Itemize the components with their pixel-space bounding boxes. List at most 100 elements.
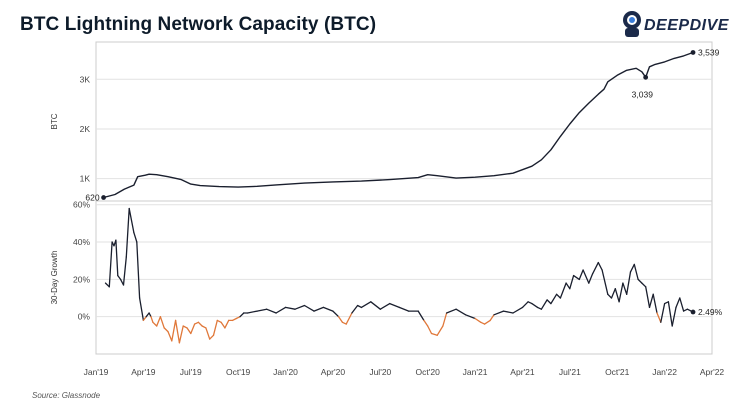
growth-segment-negative — [212, 319, 218, 336]
growth-segment-negative — [178, 325, 184, 344]
growth-segment-negative — [205, 327, 211, 340]
growth-segment — [322, 306, 334, 312]
growth-segment — [417, 310, 425, 322]
growth-segment-negative — [442, 312, 448, 327]
growth-segment-negative — [193, 321, 200, 325]
growth-segment-negative — [171, 319, 177, 342]
growth-segment — [671, 306, 677, 327]
y-tick-label: 20% — [73, 274, 90, 284]
growth-segment-negative — [341, 321, 347, 325]
growth-segment — [246, 310, 258, 314]
growth-segment-negative — [231, 317, 237, 322]
x-tick-label: Jul'20 — [369, 367, 391, 377]
growth-segment — [550, 293, 558, 305]
growth-segment-negative — [235, 316, 241, 320]
diver-helmet-glass — [629, 17, 635, 23]
annotation-marker — [101, 195, 106, 200]
growth-segment — [239, 312, 245, 318]
growth-segment — [572, 274, 580, 281]
growth-segment — [618, 282, 624, 303]
growth-segment-negative — [480, 321, 486, 325]
growth-segment — [256, 308, 268, 312]
x-tick-label: Jan'22 — [652, 367, 677, 377]
growth-segment-negative — [197, 321, 203, 327]
y-axis-label: BTC — [50, 113, 59, 129]
growth-segment — [601, 269, 609, 295]
growth-segment-negative — [201, 325, 207, 329]
growth-segment — [607, 293, 613, 299]
growth-segment — [145, 312, 150, 318]
growth-segment — [265, 308, 277, 314]
growth-segment — [637, 278, 643, 284]
growth-segment — [555, 293, 562, 299]
capacity-panel: 1K 2K 3K BTC 620 3,039 3,539 — [50, 41, 720, 203]
growth-segment — [540, 299, 548, 310]
growth-segment — [332, 310, 340, 318]
annotation-label: 2.49% — [698, 307, 723, 317]
growth-segment-negative — [167, 330, 173, 342]
diver-body-shape — [625, 28, 639, 37]
growth-segment — [578, 269, 584, 281]
annotation-label: 620 — [85, 193, 99, 203]
growth-segment — [675, 297, 681, 309]
growth-segment — [512, 306, 524, 314]
growth-segment — [546, 299, 552, 305]
growth-segment — [138, 297, 145, 322]
growth-segment — [626, 271, 632, 295]
growth-segment-negative — [220, 321, 226, 329]
growth-segment-negative — [163, 327, 169, 333]
growth-segment — [527, 301, 533, 305]
x-tick-label: Apr'22 — [700, 367, 725, 377]
x-tick-label: Jul'21 — [559, 367, 581, 377]
growth-segment — [294, 304, 306, 310]
growth-segment — [133, 232, 138, 243]
growth-segment — [148, 312, 152, 318]
growth-segment — [521, 301, 529, 309]
growth-segment-negative — [474, 317, 482, 323]
growth-segment — [464, 314, 476, 320]
y-tick-label: 3K — [80, 74, 91, 84]
annotation-marker — [690, 50, 696, 55]
y-tick-label: 0% — [78, 312, 91, 322]
annotation-marker — [690, 309, 696, 315]
growth-segment — [370, 301, 381, 310]
x-tick-label: Oct'21 — [605, 367, 630, 377]
growth-segment — [389, 302, 400, 309]
y-tick-label: 2K — [80, 124, 91, 134]
x-tick-label: Jul'19 — [180, 367, 202, 377]
growth-segment-negative — [430, 332, 438, 336]
growth-segment — [660, 302, 666, 323]
growth-segment — [591, 261, 599, 275]
growth-segment — [125, 207, 130, 258]
growth-segment-negative — [150, 316, 154, 323]
x-tick-label: Apr'19 — [131, 367, 156, 377]
growth-segment — [633, 263, 639, 281]
growth-segment — [128, 207, 135, 234]
growth-segment — [108, 241, 113, 288]
y-tick-label: 40% — [73, 237, 90, 247]
growth-segment — [117, 274, 122, 281]
growth-segment-negative — [427, 325, 433, 335]
x-tick-label: Jan'20 — [273, 367, 298, 377]
x-tick-label: Jan'21 — [463, 367, 488, 377]
growth-segment — [565, 282, 571, 290]
growth-segment-negative — [345, 312, 353, 325]
growth-segment — [629, 263, 635, 273]
growth-segment — [682, 308, 689, 312]
growth-segment-negative — [156, 316, 162, 327]
growth-segment — [398, 306, 410, 312]
annotation-label: 3,039 — [632, 89, 654, 99]
growth-segment — [502, 310, 514, 314]
growth-segment — [559, 282, 567, 299]
panel-frame — [95, 41, 713, 202]
panel-frame — [95, 200, 713, 355]
growth-segment-negative — [216, 319, 222, 323]
annotation-marker — [643, 74, 649, 80]
y-tick-label: 1K — [80, 174, 91, 184]
growth-panel: 0% 20% 40% 60% 30-Day Growth 2.49% — [50, 200, 723, 355]
growth-segment-negative — [209, 334, 215, 340]
growth-segment — [275, 306, 287, 314]
x-axis: Jan'19 Apr'19 Jul'19 Oct'19 Jan'20 Apr'20 Jul'… — [84, 367, 725, 377]
growth-segment — [104, 282, 110, 288]
growth-segment — [379, 302, 391, 310]
